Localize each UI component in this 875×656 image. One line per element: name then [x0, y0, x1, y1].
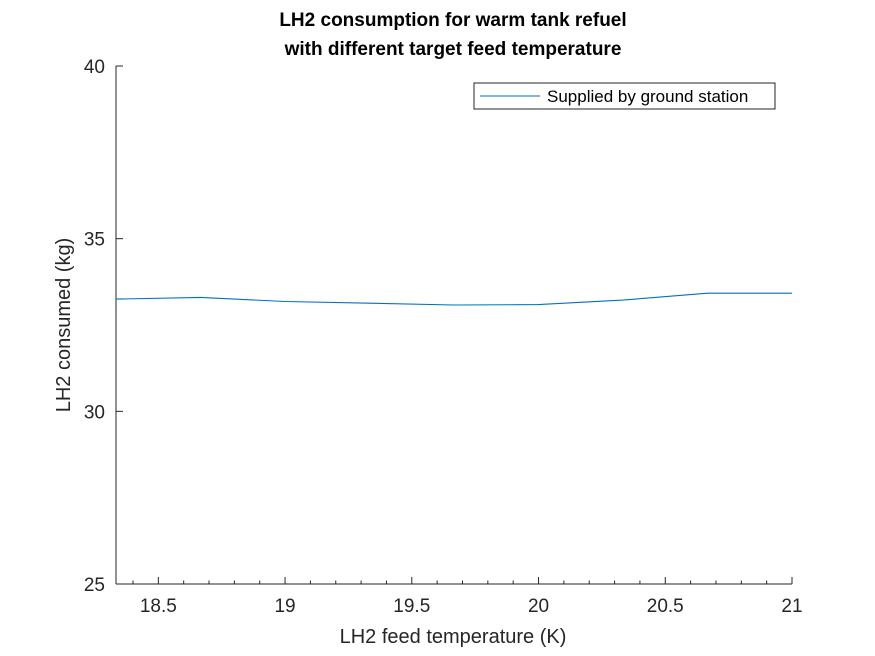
y-tick-label: 35 — [84, 230, 105, 251]
series-line — [115, 292, 792, 306]
legend: Supplied by ground station — [473, 82, 776, 110]
x-tick-label: 20.5 — [647, 596, 684, 617]
y-tick-label: 40 — [84, 57, 105, 78]
x-tick-label: 20 — [528, 596, 549, 617]
title-line-2: with different target feed temperature — [284, 39, 622, 60]
legend-entry-label: Supplied by ground station — [547, 87, 748, 106]
y-tick-label: 25 — [84, 575, 105, 596]
x-tick-label: 19 — [274, 596, 295, 617]
y-tick-label: 30 — [84, 402, 105, 423]
plot-lines — [115, 292, 792, 306]
chart-title: LH2 consumption for warm tank refuel wit… — [279, 10, 626, 60]
x-tick-label: 19.5 — [393, 596, 430, 617]
x-axis-label: LH2 feed temperature (K) — [340, 626, 567, 648]
y-axis-label: LH2 consumed (kg) — [53, 238, 75, 413]
tick-marks — [116, 65, 793, 585]
axes — [115, 66, 792, 585]
title-line-1: LH2 consumption for warm tank refuel — [279, 10, 626, 31]
x-tick-label: 21 — [781, 596, 802, 617]
tick-labels: 18.5 19 19.5 20 20.5 21 25 30 35 40 — [84, 57, 803, 617]
x-tick-label: 18.5 — [140, 596, 177, 617]
